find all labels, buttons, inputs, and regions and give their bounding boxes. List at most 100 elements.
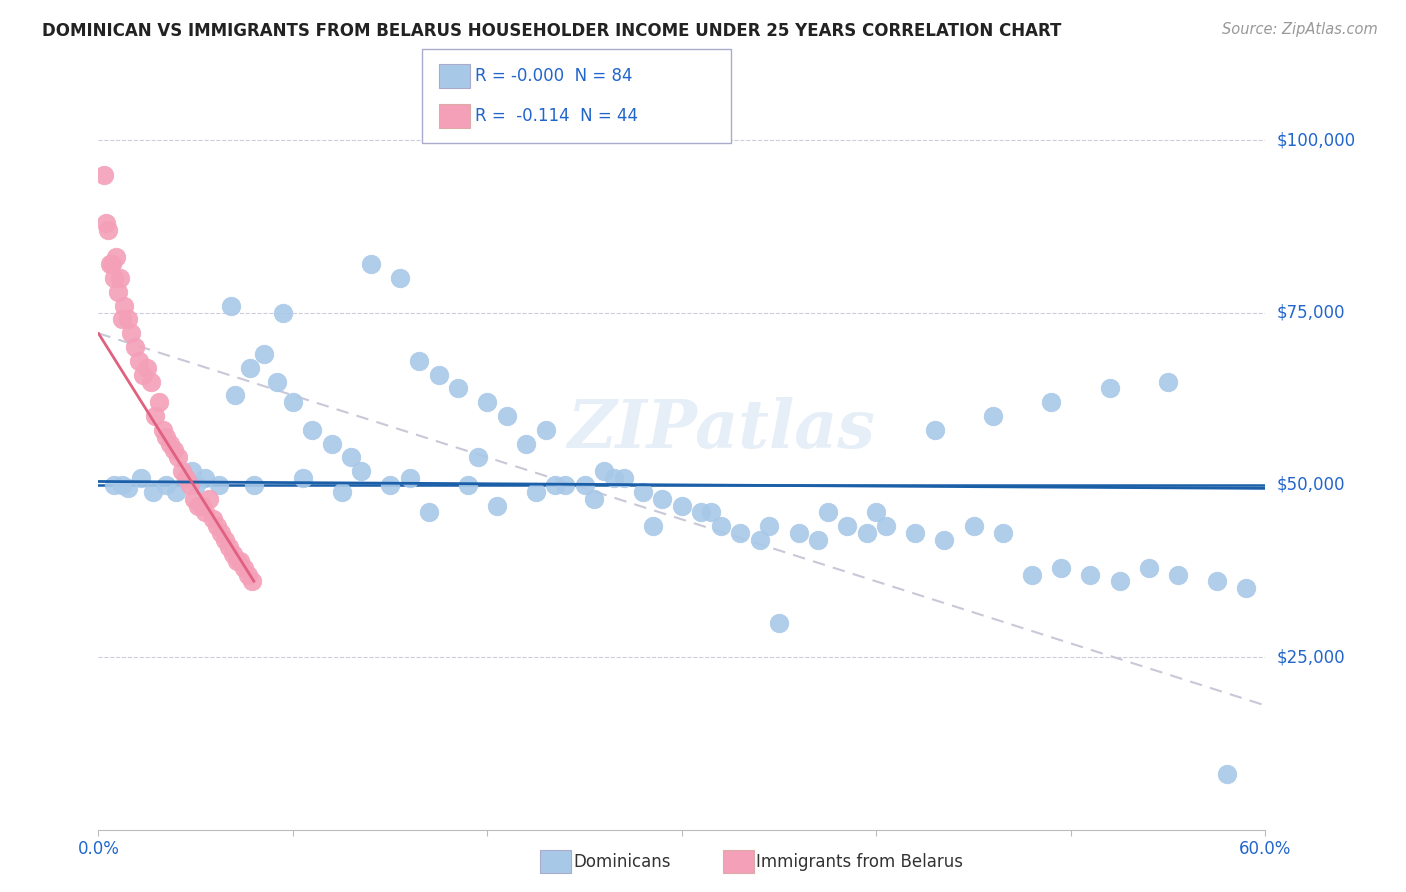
Point: [148, 395, 170, 409]
Point: [408, 354, 430, 368]
Point: [388, 271, 411, 285]
Point: [225, 554, 247, 568]
Point: [253, 347, 276, 361]
Point: [183, 491, 205, 506]
Text: R =  -0.114  N = 44: R = -0.114 N = 44: [475, 107, 638, 125]
Point: [534, 423, 557, 437]
Point: [904, 526, 927, 541]
Point: [97, 223, 120, 237]
Point: [700, 506, 723, 520]
Point: [142, 484, 165, 499]
Point: [360, 257, 382, 271]
Point: [187, 499, 209, 513]
Point: [243, 478, 266, 492]
Point: [1021, 567, 1043, 582]
Point: [101, 257, 124, 271]
Point: [214, 533, 236, 547]
Point: [103, 271, 125, 285]
Point: [340, 450, 363, 465]
Point: [1050, 560, 1073, 574]
Point: [1137, 560, 1160, 574]
Point: [544, 478, 567, 492]
Point: [787, 526, 810, 541]
Point: [143, 409, 166, 423]
Point: [1205, 574, 1227, 589]
Point: [124, 340, 146, 354]
Point: [238, 567, 260, 582]
Point: [240, 574, 263, 589]
Point: [875, 519, 897, 533]
Point: [1215, 767, 1237, 781]
Point: [807, 533, 830, 547]
Point: [167, 450, 190, 465]
Text: Immigrants from Belarus: Immigrants from Belarus: [756, 853, 963, 871]
Point: [96, 216, 118, 230]
Point: [112, 299, 135, 313]
Point: [554, 478, 576, 492]
Point: [194, 471, 217, 485]
Point: [380, 478, 402, 492]
Point: [934, 533, 956, 547]
Point: [486, 499, 509, 513]
Point: [418, 506, 440, 520]
Point: [179, 478, 201, 492]
Point: [593, 464, 616, 478]
Point: [962, 519, 984, 533]
Point: [155, 430, 177, 444]
Point: [218, 540, 240, 554]
Point: [224, 388, 246, 402]
Point: [165, 484, 187, 499]
Point: [768, 615, 790, 630]
Point: [524, 484, 547, 499]
Point: [174, 471, 197, 485]
Point: [991, 526, 1014, 541]
Point: [108, 271, 131, 285]
Point: [641, 519, 664, 533]
Point: [817, 506, 839, 520]
Point: [1167, 567, 1189, 582]
Point: [221, 547, 243, 561]
Point: [117, 312, 139, 326]
Point: [301, 423, 323, 437]
Point: [107, 285, 129, 299]
Point: [496, 409, 519, 423]
Point: [1108, 574, 1130, 589]
Point: [321, 436, 343, 450]
Point: [93, 168, 115, 182]
Point: [457, 478, 479, 492]
Text: $25,000: $25,000: [1277, 648, 1346, 666]
Point: [104, 251, 127, 265]
Point: [205, 519, 228, 533]
Point: [1080, 567, 1102, 582]
Text: $50,000: $50,000: [1277, 476, 1346, 494]
Point: [170, 464, 193, 478]
Point: [477, 395, 499, 409]
Point: [671, 499, 693, 513]
Point: [103, 478, 125, 492]
Point: [574, 478, 596, 492]
Point: [117, 482, 139, 496]
Point: [129, 471, 152, 485]
Point: [583, 491, 606, 506]
Point: [233, 560, 256, 574]
Point: [111, 478, 134, 492]
Point: [710, 519, 733, 533]
Point: [855, 526, 877, 541]
Point: [758, 519, 780, 533]
Point: [159, 436, 181, 450]
Point: [1157, 375, 1180, 389]
Point: [198, 491, 221, 506]
Point: [427, 368, 450, 382]
Point: [239, 360, 262, 375]
Point: [111, 312, 134, 326]
Text: R = -0.000  N = 84: R = -0.000 N = 84: [475, 67, 633, 85]
Point: [163, 443, 186, 458]
Text: Dominicans: Dominicans: [574, 853, 671, 871]
Point: [730, 526, 752, 541]
Point: [271, 305, 294, 319]
Point: [603, 471, 626, 485]
Point: [865, 506, 887, 520]
Point: [690, 506, 713, 520]
Point: [208, 478, 231, 492]
Point: [924, 423, 946, 437]
